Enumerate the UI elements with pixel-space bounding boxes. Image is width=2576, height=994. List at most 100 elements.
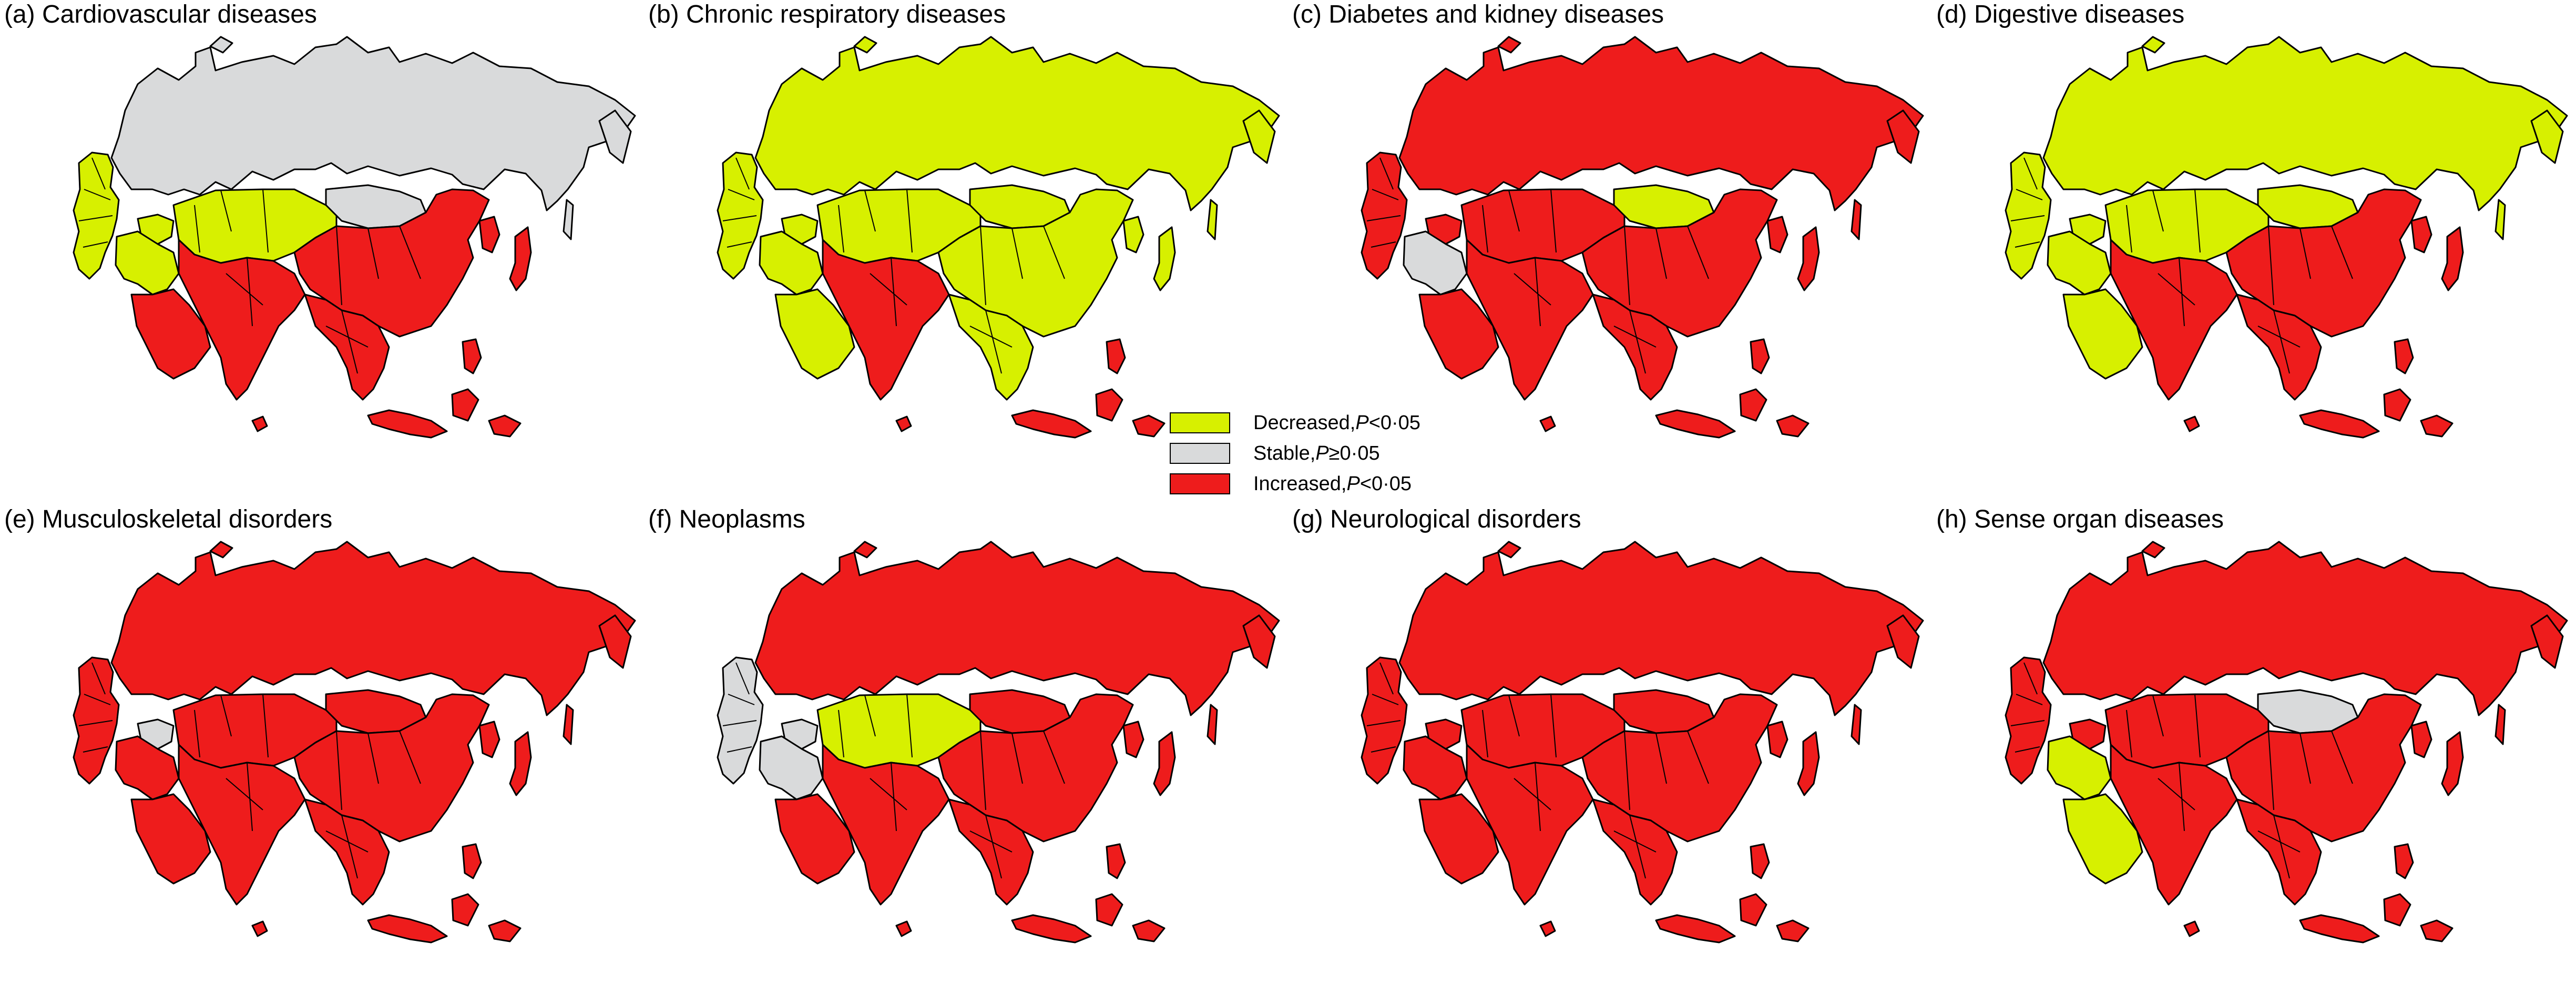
region-sakhalin: [563, 199, 574, 240]
region-japan: [1797, 226, 1820, 291]
region-novaya: [1497, 36, 1521, 54]
region-islands: [2183, 338, 2454, 439]
region-arabia: [774, 793, 855, 885]
country-border: [2257, 310, 2301, 374]
legend: Decreased,P<0·05 Stable,P≥0·05 Increased…: [1170, 410, 1443, 500]
legend-item-decreased: Decreased,P<0·05: [1170, 410, 1420, 435]
region-se_asia: [2236, 798, 2322, 906]
country-border: [336, 731, 421, 810]
region-japan: [2441, 226, 2464, 291]
region-mideast: [1403, 230, 1468, 296]
region-korea: [1122, 216, 1144, 253]
region-islands: [895, 338, 1166, 439]
region-south_asia: [2110, 744, 2238, 906]
region-korea: [1122, 721, 1144, 758]
country-border: [2010, 157, 2045, 248]
region-japan: [2441, 731, 2464, 796]
region-mideast: [2047, 230, 2112, 296]
country-border: [2010, 662, 2045, 753]
region-islands: [1539, 843, 1810, 944]
region-russia: [754, 36, 1280, 211]
region-south_asia: [822, 744, 950, 906]
country-border: [870, 762, 907, 831]
region-japan: [509, 226, 532, 291]
region-south_asia: [822, 239, 950, 401]
region-novaya: [2141, 36, 2165, 54]
country-border: [969, 310, 1013, 374]
map-panel: (e) Musculoskeletal disorders: [0, 505, 644, 994]
region-kamchatka: [2530, 109, 2564, 164]
region-sakhalin: [1207, 704, 1218, 745]
region-kamchatka: [1242, 109, 1276, 164]
region-russia: [2042, 541, 2568, 716]
country-border: [78, 157, 113, 248]
region-se_asia: [948, 293, 1034, 401]
legend-swatch-increased: [1170, 473, 1230, 494]
legend-label-increased: Increased,: [1253, 472, 1347, 495]
choropleth-map: [2005, 36, 2568, 439]
country-border: [1624, 226, 1709, 306]
region-novaya: [2141, 541, 2165, 559]
region-korea: [1766, 721, 1788, 758]
region-kamchatka: [598, 109, 632, 164]
choropleth-map: [1361, 36, 1924, 439]
region-korea: [2410, 216, 2432, 253]
legend-item-increased: Increased,P<0·05: [1170, 471, 1412, 496]
region-se_asia: [1592, 798, 1678, 906]
region-sakhalin: [2495, 704, 2506, 745]
map-panel: (h) Sense organ diseases: [1932, 505, 2576, 994]
region-south_asia: [178, 239, 306, 401]
region-islands: [895, 843, 1166, 944]
panel-title: (b) Chronic respiratory diseases: [648, 1, 1006, 28]
choropleth-map: [1361, 541, 1924, 944]
country-border: [2126, 189, 2201, 253]
country-border: [980, 731, 1065, 810]
legend-swatch-stable: [1170, 443, 1230, 464]
region-sakhalin: [1851, 199, 1862, 240]
country-border: [2268, 226, 2353, 306]
region-arabia: [1418, 288, 1499, 380]
region-novaya: [853, 541, 877, 559]
region-russia: [754, 541, 1280, 716]
panel-title: (c) Diabetes and kidney diseases: [1292, 1, 1664, 28]
legend-label-decreased: Decreased,: [1253, 411, 1356, 434]
region-novaya: [209, 541, 233, 559]
region-se_asia: [2236, 293, 2322, 401]
region-south_asia: [1466, 239, 1594, 401]
region-kamchatka: [2530, 614, 2564, 669]
country-border: [325, 310, 369, 374]
region-sakhalin: [2495, 199, 2506, 240]
country-border: [1514, 762, 1551, 831]
region-japan: [1153, 226, 1176, 291]
region-south_asia: [2110, 239, 2238, 401]
country-border: [1613, 815, 1657, 879]
region-japan: [509, 731, 532, 796]
region-russia: [110, 541, 636, 716]
region-kamchatka: [1886, 614, 1920, 669]
country-border: [1482, 694, 1557, 758]
region-se_asia: [304, 798, 390, 906]
panel-title: (g) Neurological disorders: [1292, 505, 1581, 533]
region-mideast: [759, 735, 824, 800]
region-korea: [478, 721, 500, 758]
region-mideast: [2047, 735, 2112, 800]
region-russia: [2042, 36, 2568, 211]
region-russia: [110, 36, 636, 211]
country-border: [194, 189, 269, 253]
region-south_asia: [178, 744, 306, 906]
country-border: [870, 257, 907, 327]
map-panel: (g) Neurological disorders: [1288, 505, 1932, 994]
map-panel: (f) Neoplasms: [644, 505, 1288, 994]
choropleth-map: [73, 541, 636, 944]
region-arabia: [2062, 793, 2143, 885]
region-sakhalin: [1851, 704, 1862, 745]
choropleth-map: [717, 541, 1280, 944]
region-arabia: [1418, 793, 1499, 885]
region-mideast: [759, 230, 824, 296]
country-border: [2268, 731, 2353, 810]
panel-title: (f) Neoplasms: [648, 505, 805, 533]
country-border: [2158, 257, 2195, 327]
region-arabia: [2062, 288, 2143, 380]
region-kamchatka: [598, 614, 632, 669]
country-border: [1624, 731, 1709, 810]
